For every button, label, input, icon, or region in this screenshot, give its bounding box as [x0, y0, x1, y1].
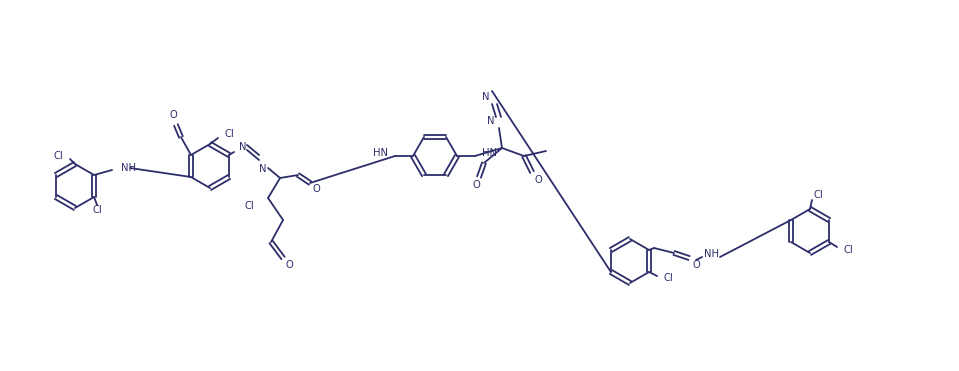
Text: Cl: Cl — [92, 205, 102, 215]
Text: O: O — [692, 260, 700, 270]
Text: HN: HN — [482, 148, 497, 158]
Text: N: N — [487, 116, 495, 126]
Text: O: O — [313, 184, 320, 194]
Text: O: O — [534, 175, 542, 185]
Text: NH: NH — [704, 249, 719, 259]
Text: O: O — [169, 110, 176, 120]
Text: Cl: Cl — [245, 201, 254, 211]
Text: Cl: Cl — [224, 129, 234, 139]
Text: N: N — [259, 164, 267, 174]
Text: O: O — [285, 260, 292, 270]
Text: Cl: Cl — [54, 151, 63, 161]
Text: Cl: Cl — [813, 190, 823, 200]
Text: O: O — [472, 180, 480, 190]
Text: N: N — [482, 92, 490, 102]
Text: HN: HN — [373, 148, 388, 158]
Text: Cl: Cl — [663, 273, 673, 283]
Text: N: N — [240, 142, 246, 152]
Text: NH: NH — [121, 163, 136, 173]
Text: Cl: Cl — [843, 245, 853, 255]
